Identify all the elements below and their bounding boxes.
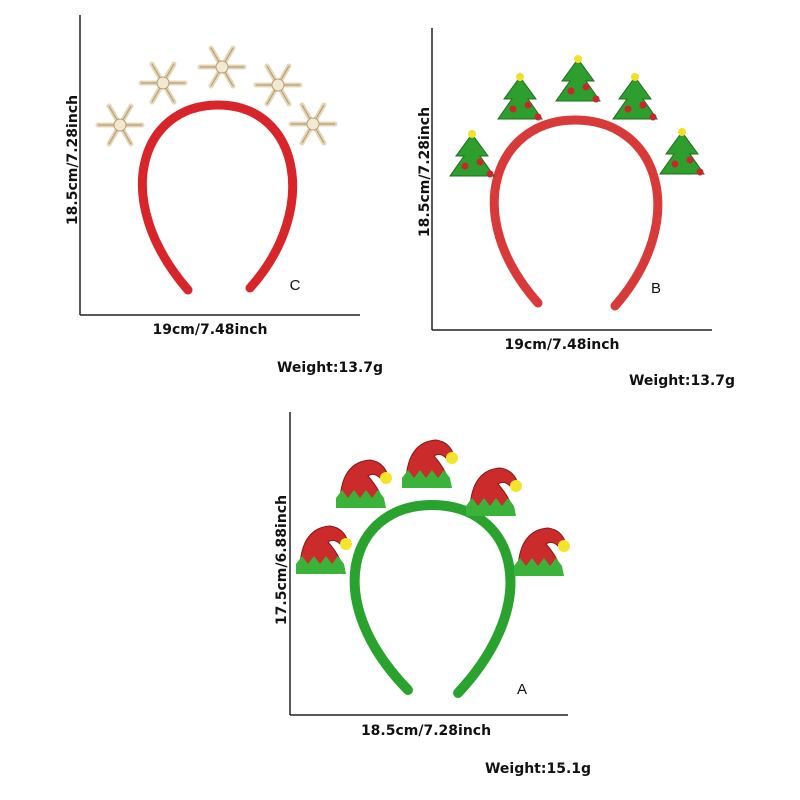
variant-letter: C: [290, 277, 301, 294]
width-label: 19cm/7.48inch: [152, 322, 267, 338]
height-label: 18.5cm/7.28inch: [65, 95, 81, 225]
variant-letter: B: [651, 280, 661, 297]
width-label: 18.5cm/7.28inch: [361, 723, 491, 739]
weight-label: Weight:15.1g: [485, 761, 591, 777]
weight-label: Weight:13.7g: [629, 373, 735, 389]
height-label: 18.5cm/7.28inch: [417, 107, 433, 237]
headband: [137, 100, 297, 295]
headband: [349, 499, 516, 698]
weight-label: Weight:13.7g: [277, 360, 383, 376]
variant-letter: A: [517, 681, 527, 698]
width-label: 19cm/7.48inch: [504, 337, 619, 353]
height-label: 17.5cm/6.88inch: [274, 495, 290, 625]
headband: [489, 115, 663, 311]
